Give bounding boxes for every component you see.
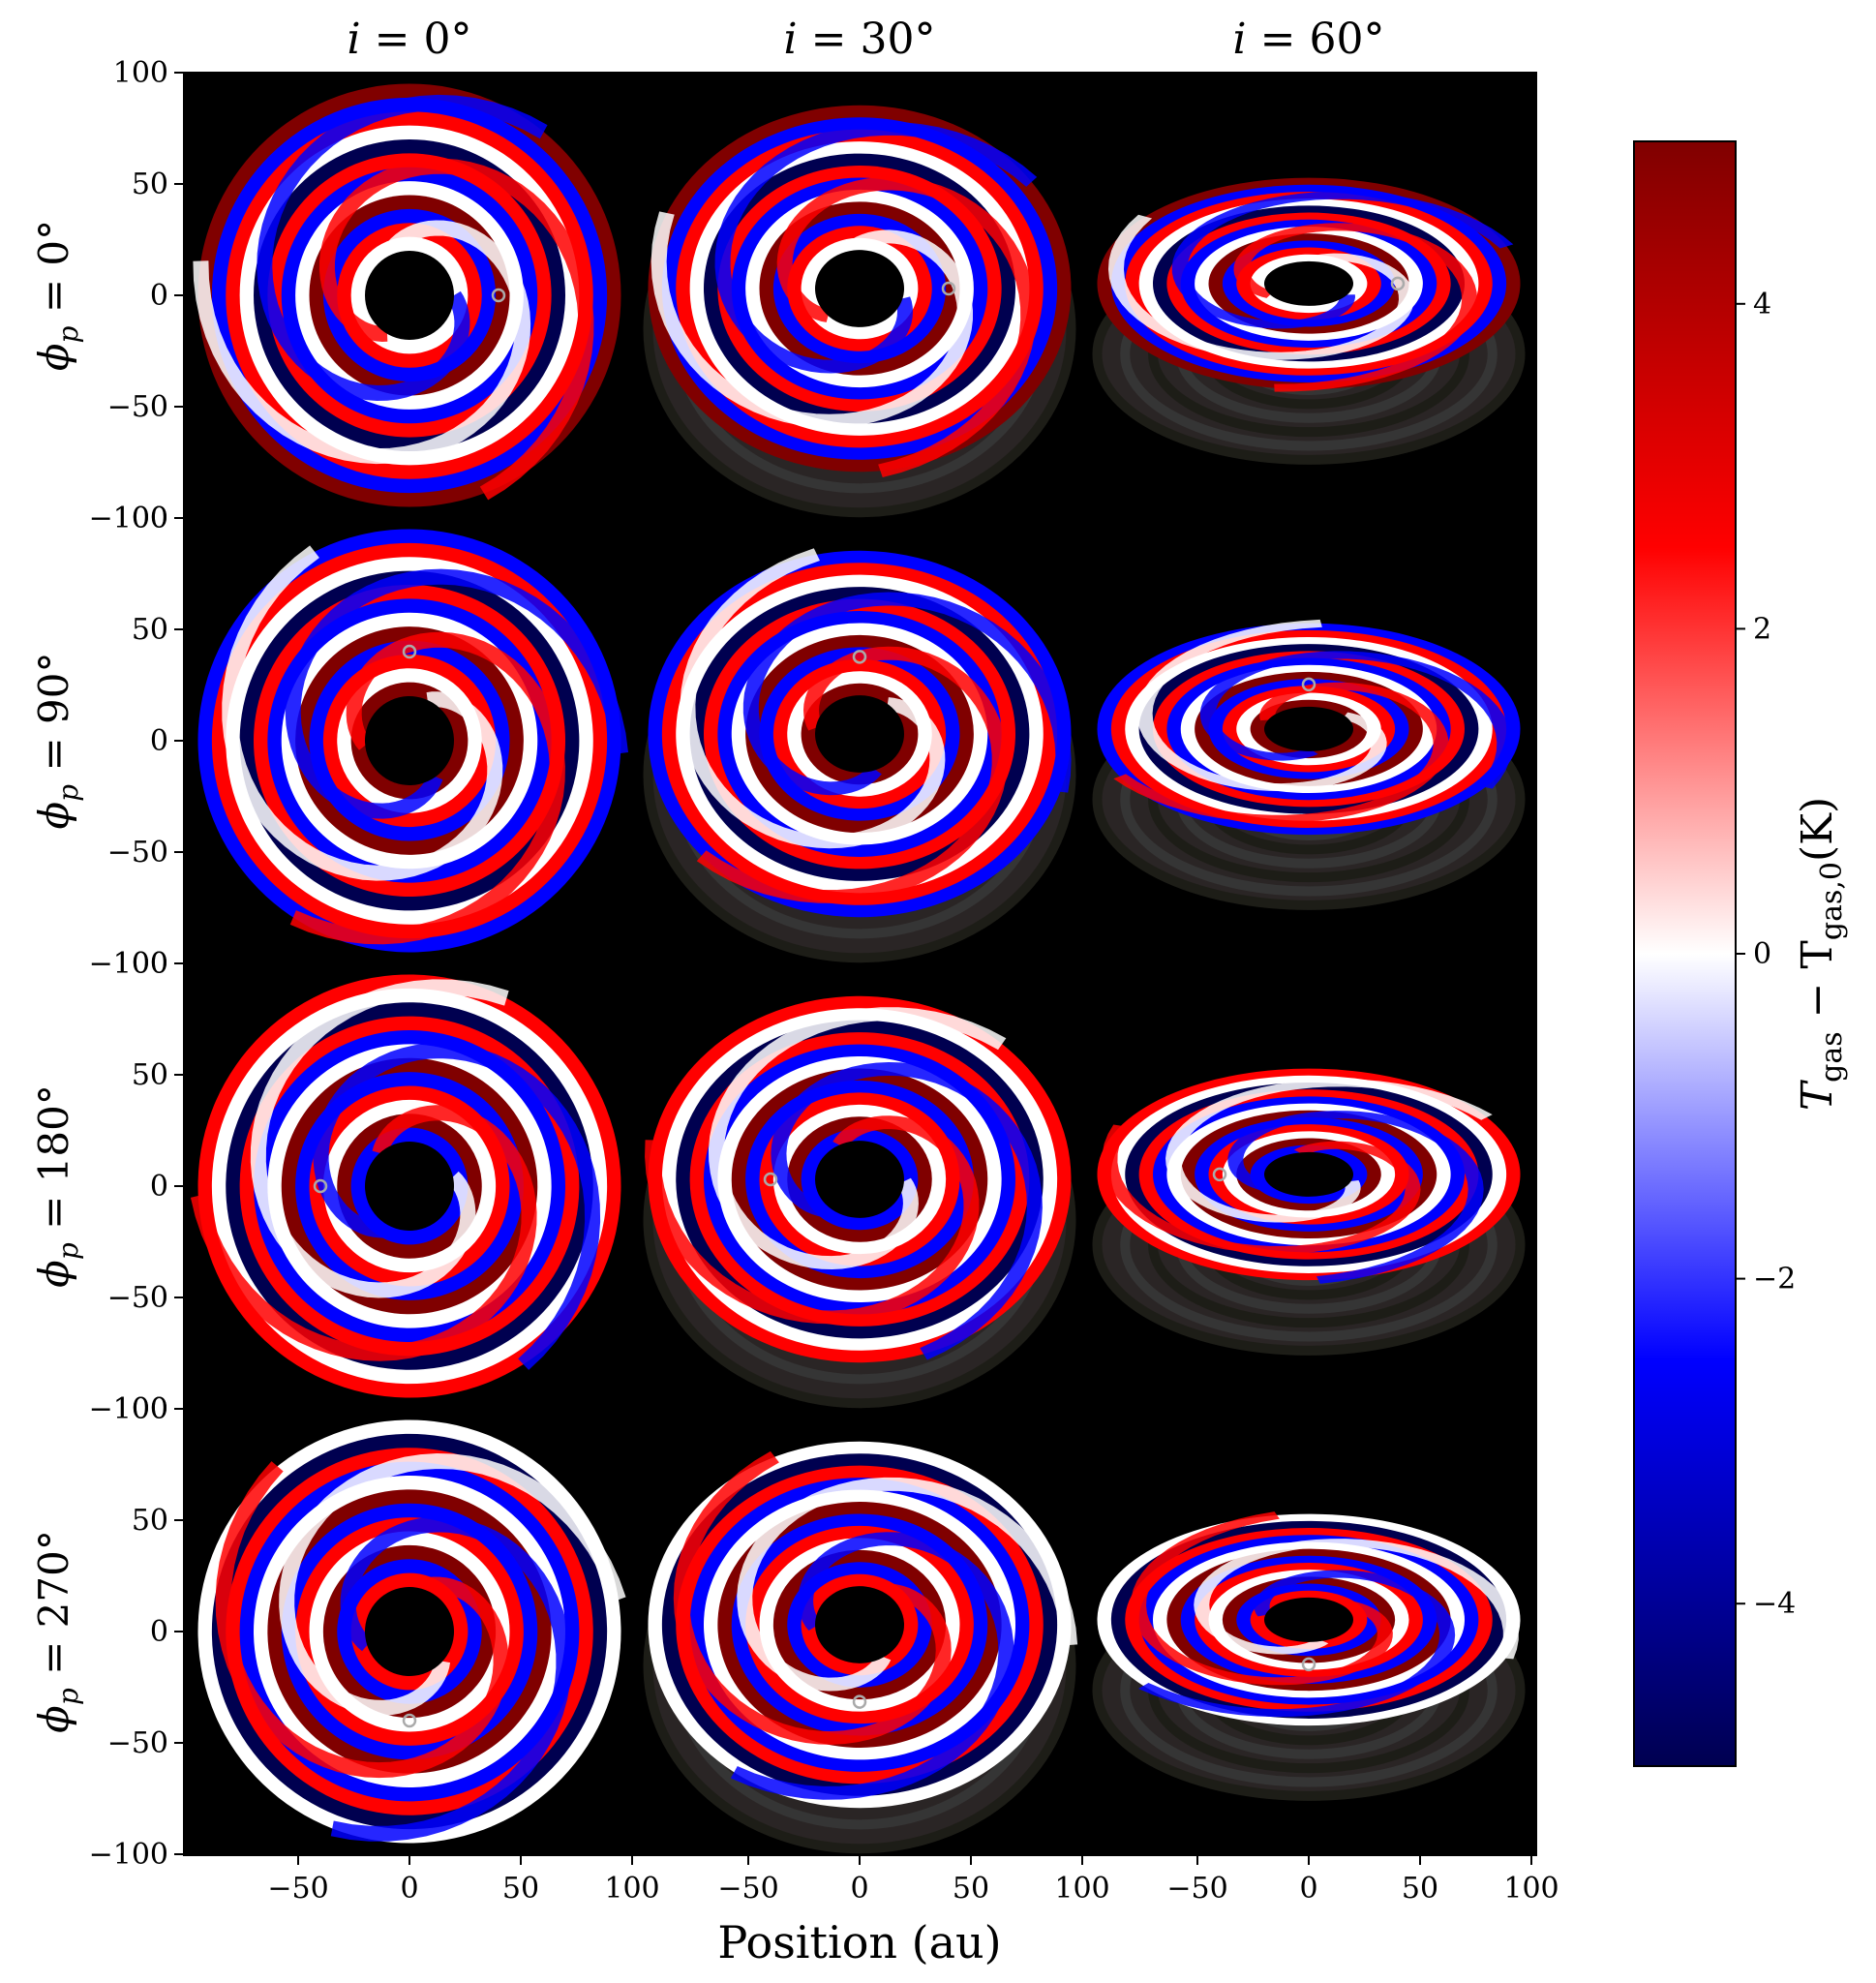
y-tick-label: −100 [89, 1838, 168, 1872]
planet-marker [852, 1694, 867, 1709]
planet-marker [1212, 1167, 1227, 1182]
colorbar-ticks: 4 2 0 −2 −4 [1736, 288, 1796, 1621]
disk-panel [193, 83, 621, 507]
x-tick-label: 0 [1299, 1872, 1317, 1906]
y-tick-label: 0 [150, 724, 168, 758]
colorbar-tick-label: 0 [1753, 937, 1771, 971]
x-tick-label: −50 [1166, 1872, 1227, 1906]
y-tick-label: −50 [107, 836, 168, 869]
disk-panel [197, 529, 629, 953]
planet-marker [852, 650, 867, 664]
y-axis: 100500−50−100100500−50−100100500−50−1001… [89, 56, 184, 1872]
y-tick-label: −100 [89, 1392, 168, 1426]
y-tick-label: 50 [132, 1058, 168, 1092]
column-title-i30: i = 30° [784, 15, 936, 64]
colorbar-tick-label: −2 [1753, 1263, 1796, 1297]
colorbar-tick-label: 2 [1753, 612, 1771, 646]
row-title-phi180: ϕp = 180° [30, 1084, 84, 1288]
column-title-i60: i = 60° [1233, 15, 1385, 64]
y-tick-label: 100 [113, 947, 168, 981]
x-tick-label: −50 [717, 1872, 778, 1906]
y-tick-label: 0 [150, 279, 168, 313]
x-tick-label: 50 [502, 1872, 539, 1906]
row-title-phi0: ϕp = 0° [30, 220, 84, 371]
row-title-phi270: ϕp = 270° [30, 1530, 84, 1733]
disk-surface [1097, 1068, 1521, 1284]
colorbar-tick-label: 4 [1753, 288, 1771, 321]
disk-surface [197, 529, 629, 953]
x-axis: −50 0 50 100 −50 0 50 100 −50 0 50 100 [267, 1855, 1559, 1906]
disk-panel [1092, 1068, 1526, 1356]
y-tick-label: 50 [132, 1504, 168, 1538]
y-tick-label: 100 [113, 1392, 168, 1426]
x-tick-label: 0 [400, 1872, 418, 1906]
y-tick-label: −50 [107, 390, 168, 424]
planet-marker [1301, 1657, 1316, 1672]
disk-surface [648, 1441, 1078, 1809]
y-tick-label: 50 [132, 168, 168, 201]
x-tick-label: 50 [953, 1872, 989, 1906]
row-title-phi90: ϕp = 90° [30, 653, 84, 830]
disk-panel [1092, 619, 1526, 910]
y-tick-label: −50 [107, 1281, 168, 1315]
y-tick-label: 100 [113, 502, 168, 535]
disk-surface [1097, 619, 1521, 836]
disk-panel [1092, 1511, 1526, 1801]
disk-surface [193, 83, 621, 507]
x-tick-label: 0 [850, 1872, 868, 1906]
disk-panel [1092, 177, 1526, 465]
x-tick-label: 100 [1503, 1872, 1558, 1906]
disk-surface [1097, 177, 1521, 392]
colorbar-tick-label: −4 [1753, 1587, 1796, 1621]
x-axis-label: Position (au) [717, 1916, 1001, 1968]
y-tick-label: 100 [113, 56, 168, 90]
disk-panel [643, 1441, 1078, 1854]
disk-panel [190, 974, 621, 1398]
disk-panel [643, 105, 1076, 518]
disk-surface [197, 1419, 626, 1844]
y-tick-label: 0 [150, 1170, 168, 1204]
y-tick-label: −100 [89, 502, 168, 535]
disk-surface [190, 974, 621, 1398]
planet-marker [1390, 276, 1406, 291]
row-titles: ϕp = 0° ϕp = 90° ϕp = 180° ϕp = 270° [30, 220, 84, 1733]
x-tick-label: 100 [604, 1872, 659, 1906]
planet-marker [313, 1178, 328, 1194]
disk-surface [648, 548, 1072, 918]
planet-marker [1301, 677, 1316, 692]
planet-marker [402, 1713, 417, 1728]
disk-panel [643, 995, 1076, 1409]
y-tick-label: 0 [150, 1615, 168, 1649]
planet-marker [491, 288, 506, 303]
column-title-i0: i = 0° [348, 15, 472, 64]
planet-marker [941, 281, 956, 296]
x-tick-label: 100 [1054, 1872, 1109, 1906]
y-tick-label: −100 [89, 947, 168, 981]
y-tick-label: −50 [107, 1726, 168, 1760]
disk-surface [648, 105, 1072, 477]
planet-marker [763, 1172, 778, 1187]
disk-panel [643, 548, 1076, 963]
disk-surface [645, 995, 1072, 1363]
x-tick-label: −50 [267, 1872, 328, 1906]
colorbar [1633, 140, 1737, 1767]
y-tick-label: 50 [132, 613, 168, 647]
planet-marker [402, 644, 417, 659]
disk-panel [197, 1419, 626, 1844]
colorbar-label: Tgas − Tgas,0(K) [1793, 797, 1849, 1111]
x-tick-label: 50 [1402, 1872, 1438, 1906]
disk-panels [190, 83, 1526, 1854]
column-titles: i = 0° i = 30° i = 60° [348, 15, 1385, 64]
disk-surface [1097, 1511, 1521, 1726]
